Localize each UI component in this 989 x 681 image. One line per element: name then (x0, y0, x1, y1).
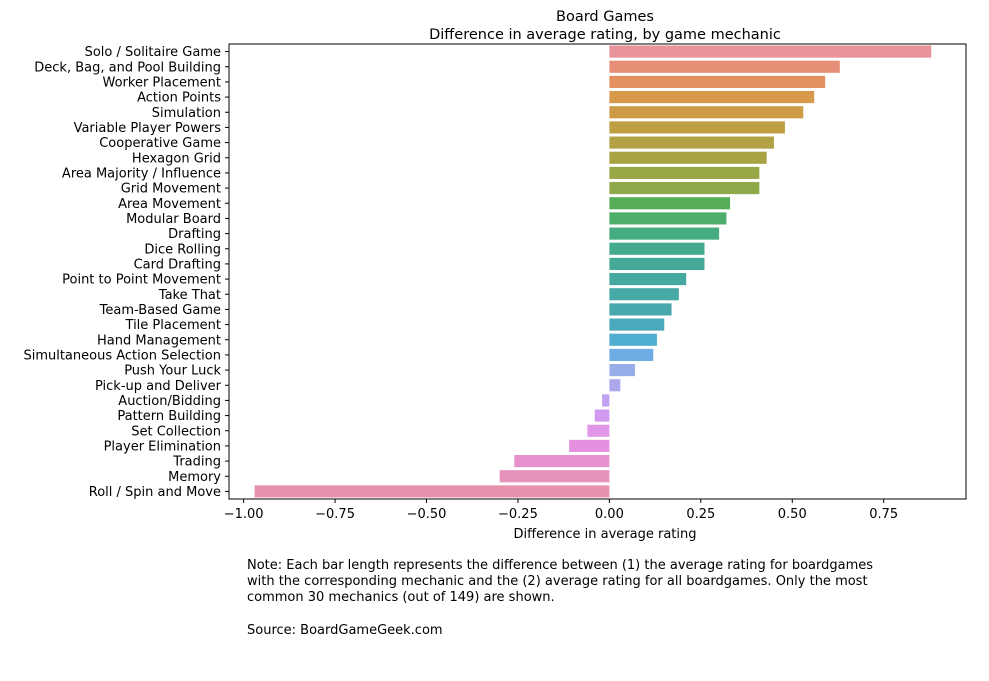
y-tick-label: Grid Movement (121, 182, 221, 197)
bar-worker-placement (609, 75, 826, 88)
bar-memory (499, 470, 610, 483)
y-tick-label: Simulation (152, 106, 221, 121)
bar-cooperative-game (609, 136, 774, 149)
x-tick-label: 0.25 (686, 507, 715, 522)
bar-hexagon-grid (609, 151, 767, 164)
x-axis-label: Difference in average rating (514, 527, 697, 542)
y-tick-label: Auction/Bidding (118, 394, 221, 409)
y-tick-label: Push Your Luck (124, 364, 221, 379)
bar-simulation (609, 106, 804, 119)
y-tick-label: Action Points (137, 91, 221, 106)
x-tick-label: −0.50 (407, 507, 447, 522)
bar-action-points (609, 91, 815, 104)
footnote-source: Source: BoardGameGeek.com (247, 623, 443, 638)
bar-team-based-game (609, 303, 672, 316)
y-tick-label: Roll / Spin and Move (89, 485, 221, 500)
y-tick-label: Take That (158, 288, 221, 303)
bar-variable-player-powers (609, 121, 785, 134)
x-tick-label: −0.75 (315, 507, 355, 522)
y-tick-label: Variable Player Powers (74, 121, 222, 136)
bar-modular-board (609, 212, 727, 225)
plot-frame (228, 43, 967, 500)
y-tick-label: Deck, Bag, and Pool Building (34, 60, 221, 75)
y-tick-label: Trading (172, 455, 221, 470)
y-tick-label: Hexagon Grid (132, 151, 221, 166)
y-tick-label: Drafting (168, 227, 221, 242)
x-axis-ticks: −1.00 −0.75 −0.50 −0.25 0.00 0.25 0.50 0.75 (224, 499, 898, 522)
bar-tile-placement (609, 318, 665, 331)
bar-deck-bag-and-pool-building (609, 60, 840, 73)
bar-pick-up-and-deliver (609, 379, 621, 392)
y-tick-label: Area Movement (118, 197, 221, 212)
y-tick-label: Dice Rolling (144, 242, 221, 257)
bar-trading (514, 455, 610, 468)
bar-dice-rolling (609, 242, 705, 255)
x-tick-label: 0.00 (595, 507, 624, 522)
y-tick-label: Tile Placement (125, 318, 221, 333)
bar-auction-bidding (602, 394, 610, 407)
bar-push-your-luck (609, 364, 635, 377)
y-tick-label: Pick-up and Deliver (95, 379, 222, 394)
chart-title: Board Games (556, 9, 654, 25)
bar-player-elimination (569, 439, 610, 452)
y-tick-label: Pattern Building (117, 409, 221, 424)
bar-simultaneous-action-selection (609, 348, 654, 361)
bar-roll-spin-and-move (254, 485, 610, 498)
bar-chart: Board Games Difference in average rating… (23, 9, 967, 542)
bar-set-collection (587, 424, 610, 437)
bar-hand-management (609, 333, 657, 346)
bars-group (254, 45, 932, 498)
bar-drafting (609, 227, 720, 240)
y-tick-label: Cooperative Game (99, 136, 221, 151)
footnote-note: Note: Each bar length represents the dif… (247, 558, 874, 605)
y-tick-label: Area Majority / Influence (62, 166, 221, 181)
y-tick-label: Set Collection (131, 424, 221, 439)
bar-grid-movement (609, 182, 760, 195)
y-tick-label: Card Drafting (134, 257, 221, 272)
bar-pattern-building (594, 409, 610, 422)
y-tick-label: Solo / Solitaire Game (85, 45, 221, 60)
bar-area-majority-influence (609, 166, 760, 179)
y-tick-label: Simultaneous Action Selection (23, 348, 221, 363)
y-tick-label: Player Elimination (104, 439, 221, 454)
bar-card-drafting (609, 257, 705, 270)
x-tick-label: 0.50 (778, 507, 807, 522)
y-tick-label: Team-Based Game (99, 303, 221, 318)
bar-area-movement (609, 197, 731, 210)
x-tick-label: −1.00 (224, 507, 264, 522)
x-tick-label: −0.25 (498, 507, 538, 522)
bar-solo-solitaire-game (609, 45, 932, 58)
y-tick-label: Hand Management (97, 333, 221, 348)
y-tick-label: Memory (168, 470, 221, 485)
y-tick-label: Point to Point Movement (62, 273, 221, 288)
x-tick-label: 0.75 (869, 507, 898, 522)
y-tick-label: Worker Placement (103, 75, 222, 90)
y-tick-label: Modular Board (126, 212, 221, 227)
bar-take-that (609, 288, 679, 301)
chart-subtitle: Difference in average rating, by game me… (429, 27, 781, 43)
bar-point-to-point-movement (609, 273, 687, 286)
